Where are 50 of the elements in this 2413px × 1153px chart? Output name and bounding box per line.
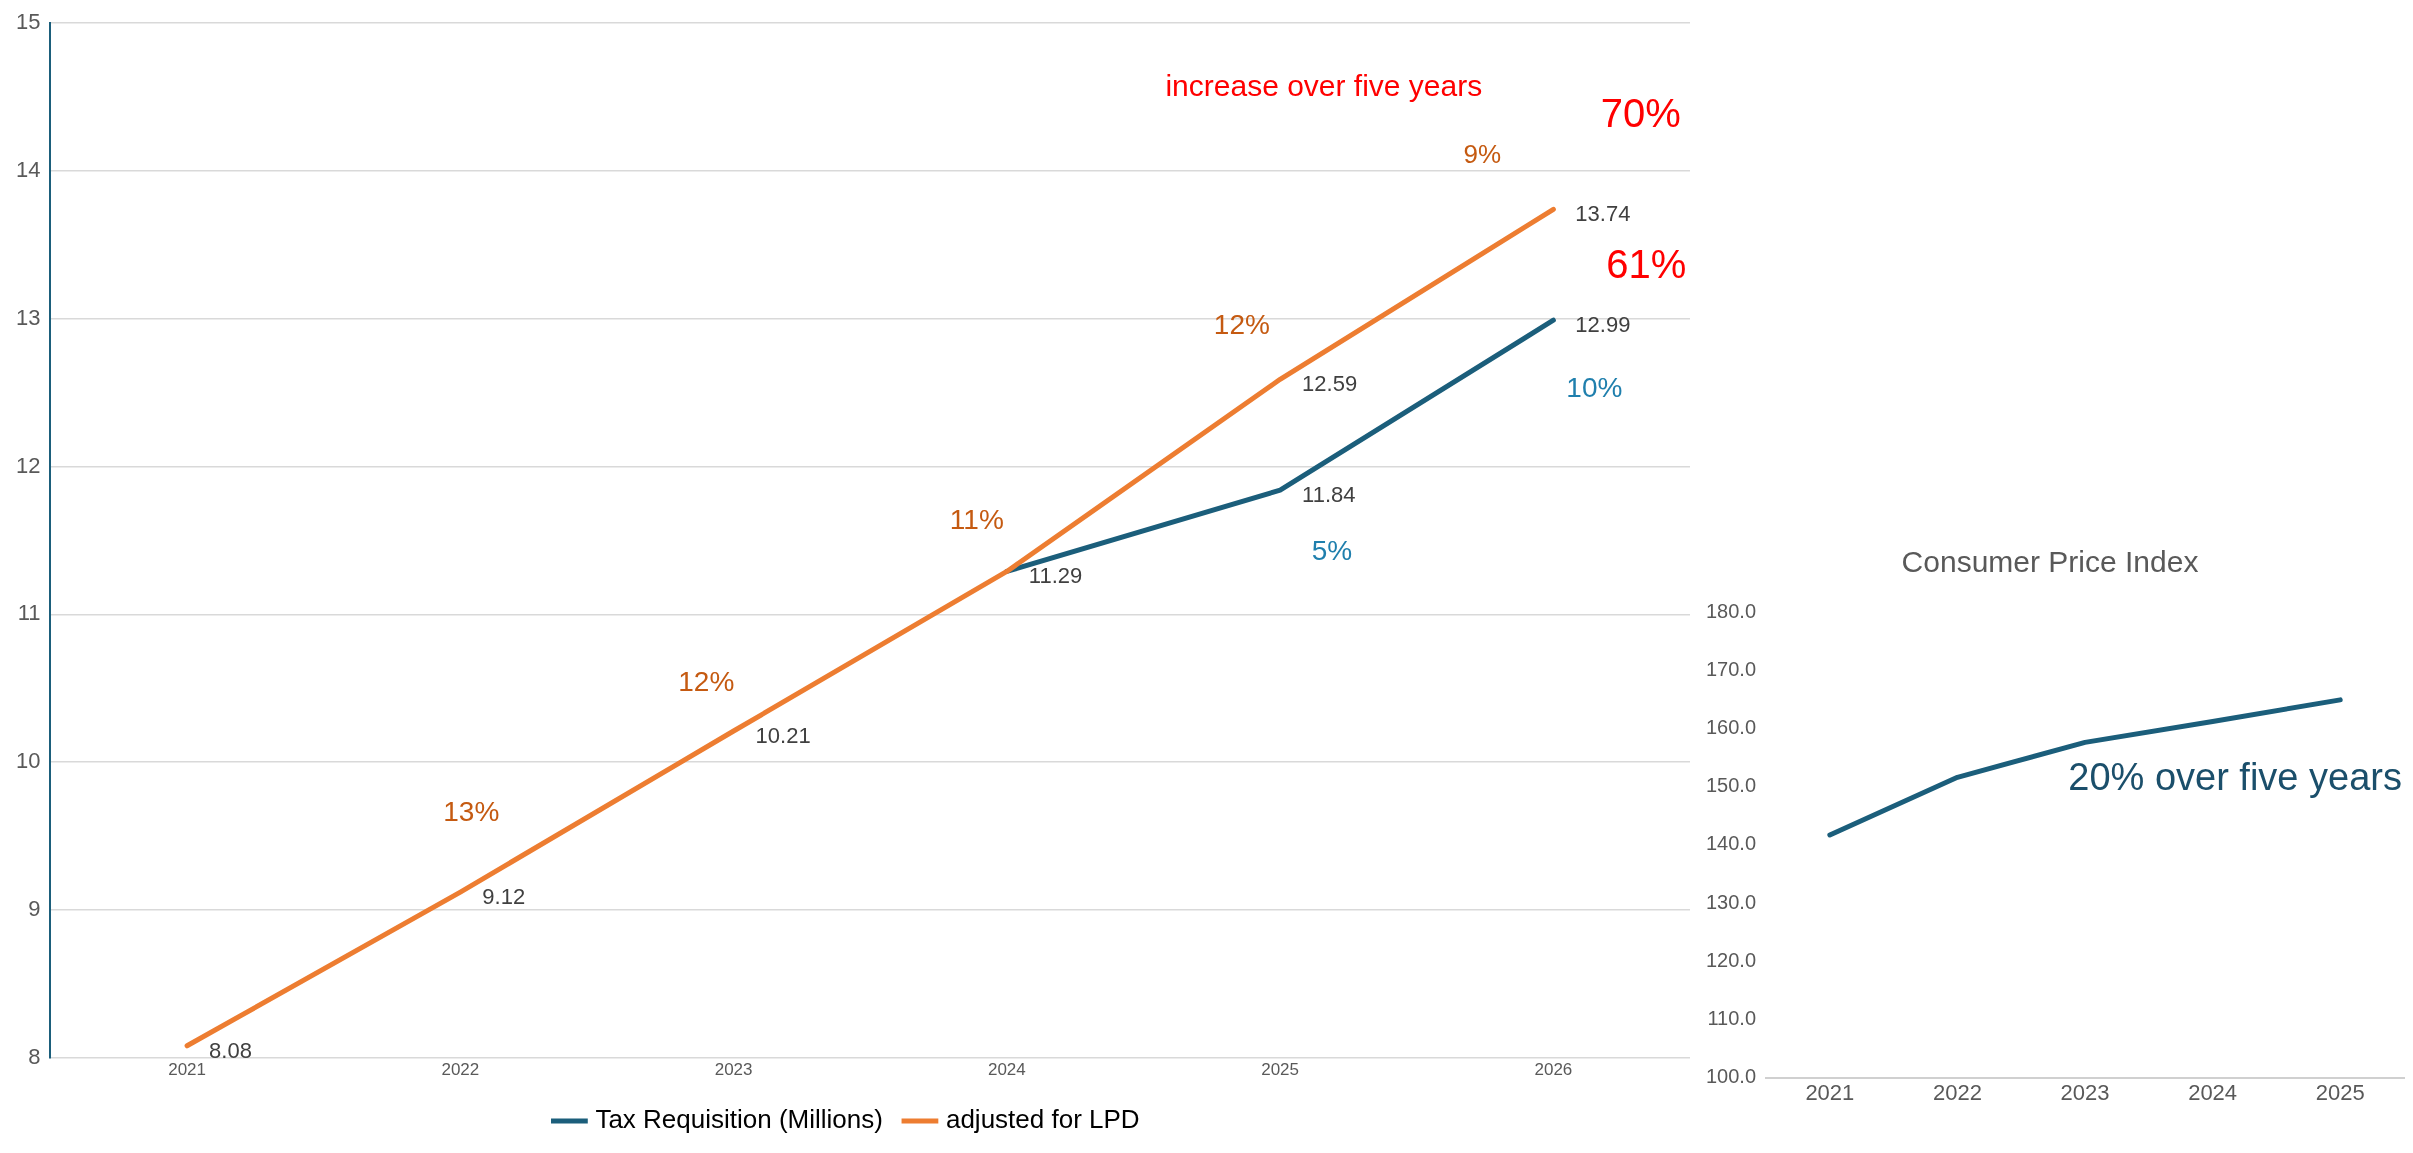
data-label: 10.21 [755,723,811,749]
x-tick-label: 2022 [1932,1079,1982,1105]
data-label: 12.59 [1302,371,1358,397]
y-tick-label: 140.0 [1705,832,1757,855]
annotation: 10% [1566,372,1623,404]
legend-label: Tax Requisition (Millions) [595,1104,883,1135]
y-tick-label: 150.0 [1705,774,1757,797]
y-tick-label: 10 [15,748,41,774]
y-tick-label: 110.0 [1707,1006,1757,1029]
x-tick-label: 2023 [2060,1079,2110,1105]
x-tick-label: 2025 [2315,1079,2365,1105]
annotation: 5% [1311,534,1353,566]
annotation: 20% over five years [2068,756,2402,799]
x-tick-label: 2021 [168,1060,207,1080]
y-tick-label: 100.0 [1705,1065,1757,1088]
annotation: 12% [678,666,735,698]
x-tick-label: 2023 [714,1060,753,1080]
y-tick-label: 12 [15,452,41,478]
y-tick-label: 180.0 [1705,599,1757,622]
y-tick-label: 11 [17,600,41,626]
data-label: 11.84 [1302,482,1356,508]
annotation: 61% [1606,242,1687,287]
annotation: 70% [1600,91,1681,136]
data-label: 11.29 [1028,563,1083,589]
x-tick-label: 2026 [1534,1060,1573,1080]
annotation: increase over five years [1165,69,1483,103]
data-label: 12.99 [1575,312,1631,338]
annotation: 13% [443,796,500,828]
data-label: 13.74 [1575,201,1631,227]
y-tick-label: 14 [15,157,41,183]
x-tick-label: 2025 [1261,1060,1300,1080]
x-tick-label: 2024 [2188,1079,2238,1105]
y-tick-label: 120.0 [1705,948,1757,971]
annotation: 12% [1213,308,1270,340]
y-tick-label: 13 [15,304,41,330]
chart-title: Consumer Price Index [1901,545,2199,579]
y-tick-label: 170.0 [1705,657,1757,680]
x-tick-label: 2021 [1805,1079,1855,1105]
data-label: 9.12 [482,884,526,910]
y-tick-label: 130.0 [1705,890,1757,913]
legend-label: adjusted for LPD [945,1104,1140,1135]
y-tick-label: 160.0 [1705,715,1757,738]
y-tick-label: 15 [15,9,41,35]
x-tick-label: 2022 [441,1060,480,1080]
data-label: 8.08 [209,1037,252,1063]
y-tick-label: 9 [28,895,41,921]
y-tick-label: 8 [28,1043,41,1069]
annotation: 11% [949,503,1004,535]
x-tick-label: 2024 [987,1060,1026,1080]
annotation: 9% [1463,139,1502,170]
